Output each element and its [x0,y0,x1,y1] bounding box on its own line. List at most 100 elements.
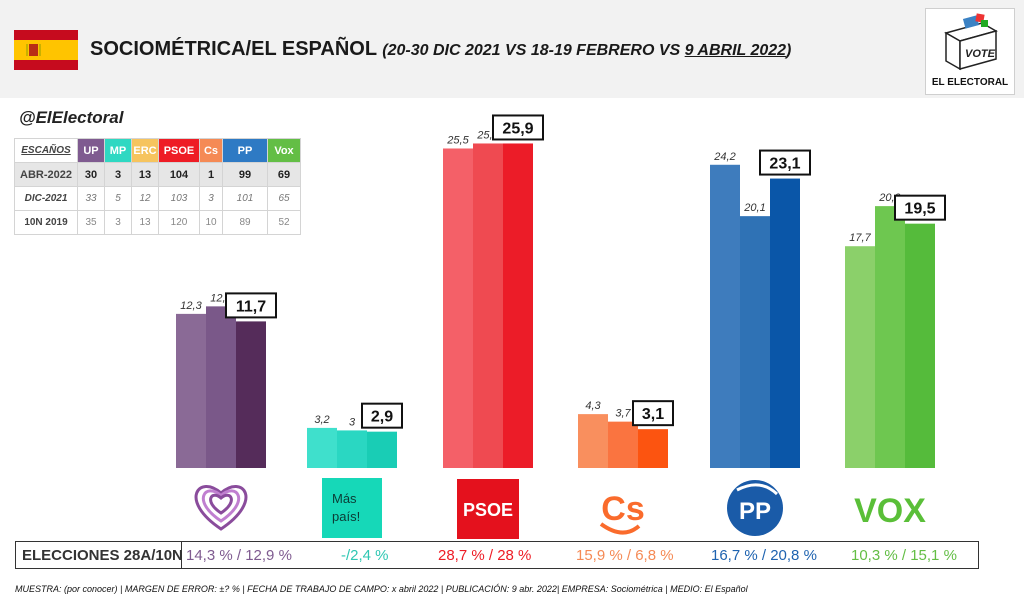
party-header-vox: Vox [267,138,301,163]
value-box-0 [225,292,277,319]
value-box-2 [492,114,544,141]
value-label-1-1: 3 [349,416,356,428]
podemos-heart-icon [194,485,248,531]
header-bar [0,0,1024,98]
bar-4-0 [710,164,740,469]
logo-caption: EL ELECTORAL [931,77,1009,88]
bar-5-2 [905,223,935,468]
seats-cell: 3 [104,162,132,187]
party-header-mp: MP [104,138,132,163]
bar-2-1 [473,143,503,468]
result-cs: 15,9 % / 6,8 % [576,547,674,564]
seats-cell: 65 [267,186,301,211]
row-label: ABR-2022 [14,162,78,187]
results-label: ELECCIONES 28A/10N [22,547,183,564]
seats-cell: 89 [222,210,268,235]
bar-0-0 [176,313,206,468]
bar-4-1 [740,216,770,468]
psoe-logo [457,479,519,539]
pp-logo [727,480,783,536]
title-dates: 20-30 DIC 2021 [387,42,501,59]
title-main: SOCIOMÉTRICA/EL ESPAÑOL [90,38,377,60]
party-header-cs: Cs [199,138,223,163]
mas-pais-logo [322,478,382,538]
title-paren-close: ) [786,42,792,59]
bar-3-2 [638,429,668,468]
bar-1-1 [337,430,367,468]
seats-row-dic-2021: DIC-2021 33 5 12 103 3 101 65 [14,186,301,211]
result-psoe: 28,7 % / 28 % [438,547,532,564]
title-paren-open: ( [382,42,388,59]
value-label-1-0: 3,2 [314,414,329,426]
podemos-heart-core-icon [209,493,233,515]
bar-1-2 [367,431,397,468]
seats-cell: 3 [199,186,223,211]
result-up: 14,3 % / 12,9 % [186,547,292,564]
pp-logo-text: PP [739,498,771,525]
mas-pais-logo-text-1: Más [332,491,357,506]
results-divider [181,542,182,568]
title-vs-1: VS [505,42,527,59]
value-box-3 [632,400,674,427]
bar-chart: 12,312,911,73,2 3 2,925,5 25,9 25,94,33,7 3,1… [176,114,946,539]
result-mas-pais: -/2,4 % [341,547,389,564]
seats-header-row: ESCAÑOS UP MP ERC PSOE Cs PP Vox [14,138,301,163]
value-label-3-2: 3,1 [642,406,664,423]
seats-table: ESCAÑOS UP MP ERC PSOE Cs PP Vox ABR-202… [14,138,301,235]
row-label: 10N 2019 [14,210,78,235]
value-label-4-2: 23,1 [769,156,800,173]
bar-0-1 [206,306,236,468]
seats-cell: 120 [158,210,200,235]
seats-cell: 35 [77,210,105,235]
bar-0-2 [236,321,266,468]
seats-cell: 69 [267,162,301,187]
results-bar: ELECCIONES 28A/10N 14,3 % / 12,9 % -/2,4… [15,541,979,569]
party-header-erc: ERC [131,138,159,163]
seats-cell: 12 [131,186,159,211]
el-electoral-logo: VOTE EL ELECTORAL [925,8,1015,95]
value-label-2-0: 25,5 [446,134,469,146]
value-box-4 [759,149,811,176]
bar-2-2 [503,143,533,468]
bar-5-1 [875,206,905,469]
bar-2-0 [443,148,473,469]
vox-logo: VOX [854,492,926,530]
party-header-pp: PP [222,138,268,163]
result-pp: 16,7 % / 20,8 % [711,547,817,564]
value-box-1 [361,402,403,429]
handle-label: @ElElectoral [19,108,124,127]
value-label-1-2: 2,9 [371,409,393,426]
value-box-5 [894,194,946,221]
chart-title: SOCIOMÉTRICA/EL ESPAÑOL (20-30 DIC 2021 … [90,38,791,61]
title-main-date: 9 ABRIL 2022 [684,42,787,59]
value-label-3-0: 4,3 [585,400,601,412]
bar-1-0 [307,427,337,468]
value-label-3-1: 3,7 [615,408,631,420]
value-label-5-2: 19,5 [904,201,935,218]
logo-vote-text: VOTE [965,48,996,60]
party-header-up: UP [77,138,105,163]
title-feb: 18-19 FEBRERO [530,42,655,59]
title-subtitle: (20-30 DIC 2021 VS 18-19 FEBRERO VS 9 AB… [382,42,791,59]
mas-pais-logo-text-2: país! [332,509,360,524]
value-label-4-0: 24,2 [713,151,735,163]
ballot-box-icon: VOTE [944,13,998,71]
pp-logo-seagull-icon [736,483,779,496]
value-label-5-0: 17,7 [849,232,871,244]
bar-3-1 [608,421,638,468]
value-label-2-2: 25,9 [502,120,533,137]
footer-note: MUESTRA: (por conocer) | MARGEN DE ERROR… [15,584,748,594]
bar-4-2 [770,178,800,468]
value-label-4-1: 20,1 [743,202,765,214]
party-header-psoe: PSOE [158,138,200,163]
seats-cell: 30 [77,162,105,187]
result-vox: 10,3 % / 15,1 % [851,547,957,564]
podemos-heart-inner-icon [201,489,241,523]
bar-3-0 [578,414,608,468]
spain-flag-icon [14,30,78,70]
seats-cell: 10 [199,210,223,235]
psoe-logo-text: PSOE [463,500,513,520]
value-label-0-2: 11,7 [236,298,266,315]
seats-row-10n-2019: 10N 2019 35 3 13 120 10 89 52 [14,210,301,235]
cs-logo-swoosh-icon [599,522,641,535]
